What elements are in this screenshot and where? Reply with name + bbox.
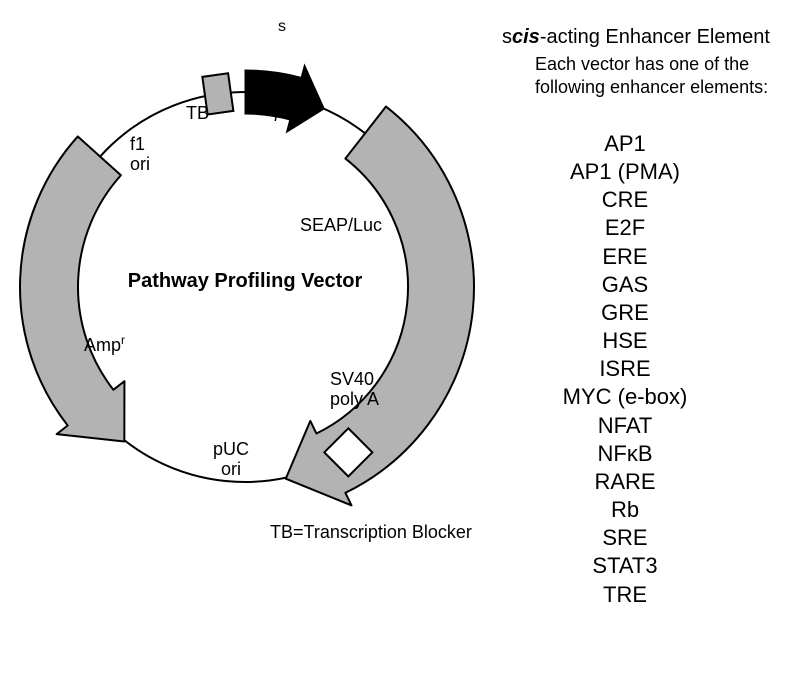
enhancer-item: NFAT: [500, 412, 750, 440]
label-seap-luc: SEAP/Luc: [300, 216, 382, 236]
enhancer-item: TRE: [500, 581, 750, 609]
label-amp: Ampr: [84, 333, 125, 356]
plasmid-title: Pathway Profiling Vector: [105, 270, 385, 293]
label-p: P: [274, 108, 285, 126]
label-sv40-polya: SV40 poly A: [330, 370, 379, 410]
enhancer-item: SRE: [500, 524, 750, 552]
enhancer-item: MYC (e-box): [500, 383, 750, 411]
enhancer-list: AP1AP1 (PMA)CREE2FEREGASGREHSEISREMYC (e…: [500, 130, 750, 609]
enhancer-item: HSE: [500, 327, 750, 355]
enhancer-header-cis: cis: [512, 26, 540, 48]
caption-tb: TB=Transcription Blocker: [270, 522, 472, 543]
label-puc-ori: pUC ori: [213, 440, 249, 480]
enhancer-item: ERE: [500, 243, 750, 271]
enhancer-item: STAT3: [500, 552, 750, 580]
enhancer-item: Rb: [500, 496, 750, 524]
enhancer-item: NFκB: [500, 440, 750, 468]
enhancer-item: GRE: [500, 299, 750, 327]
label-amp-sup: r: [121, 333, 125, 347]
enhancer-item: ISRE: [500, 355, 750, 383]
enhancer-item: E2F: [500, 214, 750, 242]
enhancer-header-prefix: s: [502, 26, 512, 48]
enhancer-header-suffix: -acting Enhancer Element: [540, 26, 770, 48]
label-amp-text: Amp: [84, 335, 121, 355]
label-tb: TB: [186, 104, 209, 124]
enhancer-item: AP1 (PMA): [500, 158, 750, 186]
enhancer-header: scis-acting Enhancer Element: [502, 26, 770, 49]
enhancer-subtitle: Each vector has one of the following enh…: [535, 53, 789, 100]
label-s: s: [278, 18, 286, 36]
label-f1ori: f1 ori: [130, 135, 150, 175]
enhancer-item: CRE: [500, 186, 750, 214]
enhancer-item: GAS: [500, 271, 750, 299]
enhancer-item: AP1: [500, 130, 750, 158]
enhancer-item: RARE: [500, 468, 750, 496]
